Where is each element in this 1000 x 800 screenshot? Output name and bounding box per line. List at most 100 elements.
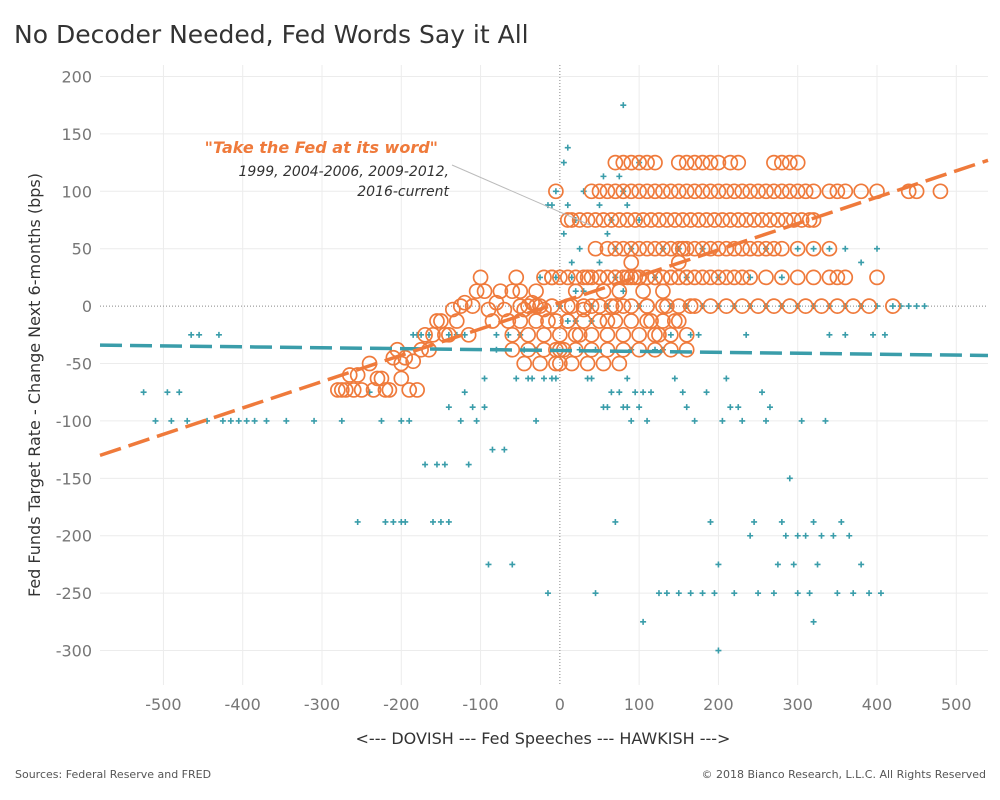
annotation-line-2: 2016-current <box>357 184 449 200</box>
orange-point <box>615 154 632 171</box>
y-tick-label: -150 <box>56 469 92 488</box>
orange-point <box>781 154 798 171</box>
orange-point <box>563 355 580 372</box>
y-tick-label: -300 <box>56 642 92 661</box>
orange-point <box>674 212 691 228</box>
orange-point <box>718 298 735 314</box>
teal-point <box>731 590 738 597</box>
orange-point <box>631 326 647 343</box>
teal-point <box>505 331 512 338</box>
orange-point <box>647 154 663 171</box>
teal-point <box>568 274 575 281</box>
orange-point <box>599 313 616 329</box>
teal-point <box>747 532 754 539</box>
orange-point <box>333 382 350 398</box>
teal-point <box>588 375 595 382</box>
orange-point <box>627 212 644 228</box>
x-tick-label: -300 <box>304 695 340 714</box>
orange-point <box>742 240 758 257</box>
orange-point <box>670 269 687 286</box>
teal-point <box>168 417 175 424</box>
orange-point <box>853 183 869 200</box>
orange-point <box>932 183 949 200</box>
orange-point <box>845 298 862 314</box>
orange-point <box>698 212 715 228</box>
teal-point <box>564 202 571 209</box>
teal-point <box>620 288 627 295</box>
orange-point <box>770 212 786 228</box>
orange-point <box>504 326 521 343</box>
orange-point <box>837 269 854 286</box>
annotation-title: "Take the Fed at its word" <box>205 138 438 157</box>
orange-point <box>647 341 663 358</box>
teal-point <box>263 417 270 424</box>
orange-point <box>702 154 719 171</box>
teal-point <box>164 389 171 396</box>
orange-point <box>512 283 529 300</box>
orange-point <box>627 269 644 286</box>
teal-point <box>683 274 690 281</box>
orange-point <box>774 154 790 171</box>
orange-point <box>655 283 671 300</box>
teal-point <box>842 303 849 310</box>
orange-point <box>635 212 651 228</box>
teal-point <box>311 417 318 424</box>
y-tick-label: 200 <box>61 67 92 86</box>
y-tick-label: 150 <box>61 125 92 144</box>
teal-point <box>592 590 599 597</box>
orange-point <box>885 298 901 314</box>
orange-point <box>789 154 806 171</box>
teal-point <box>715 561 722 568</box>
orange-point <box>734 298 751 314</box>
teal-point <box>176 389 183 396</box>
teal-point <box>778 518 785 525</box>
teal-point <box>655 590 662 597</box>
teal-point <box>810 618 817 625</box>
teal-point <box>858 259 865 266</box>
orange-point <box>456 294 473 311</box>
y-axis-title: Fed Funds Target Rate - Change Next 6-mo… <box>25 173 44 597</box>
teal-point <box>743 331 750 338</box>
teal-point <box>624 404 631 411</box>
teal-point <box>794 303 801 310</box>
orange-point <box>607 240 624 257</box>
orange-point <box>615 298 632 314</box>
orange-point <box>433 313 449 329</box>
orange-point <box>829 298 846 314</box>
orange-point <box>619 269 636 286</box>
orange-point <box>381 382 398 398</box>
teal-point <box>473 417 480 424</box>
y-tick-label: -250 <box>56 584 92 603</box>
teal-point <box>687 331 694 338</box>
orange-point <box>766 183 782 200</box>
teal-point <box>513 375 520 382</box>
teal-point <box>533 417 540 424</box>
orange-point <box>710 183 727 200</box>
teal-point <box>881 331 888 338</box>
teal-point <box>152 417 159 424</box>
teal-point <box>636 217 643 223</box>
orange-point <box>425 326 441 343</box>
orange-point <box>758 183 774 200</box>
teal-point <box>441 461 448 468</box>
teal-point <box>683 303 690 310</box>
orange-point <box>595 212 612 228</box>
orange-point <box>651 212 667 228</box>
orange-point <box>639 154 655 171</box>
orange-point <box>405 353 422 370</box>
orange-point <box>746 212 762 228</box>
orange-point <box>655 313 671 329</box>
orange-point <box>587 212 604 228</box>
teal-point <box>889 303 896 310</box>
orange-point <box>615 183 632 200</box>
teal-point <box>778 303 785 310</box>
orange-point <box>774 183 790 200</box>
x-tick-label: 300 <box>782 695 813 714</box>
orange-point <box>575 298 592 314</box>
teal-point <box>826 331 833 338</box>
orange-point <box>726 269 743 286</box>
orange-point <box>670 183 687 200</box>
orange-point <box>516 355 533 372</box>
teal-point <box>810 303 817 310</box>
orange-point <box>583 269 600 286</box>
